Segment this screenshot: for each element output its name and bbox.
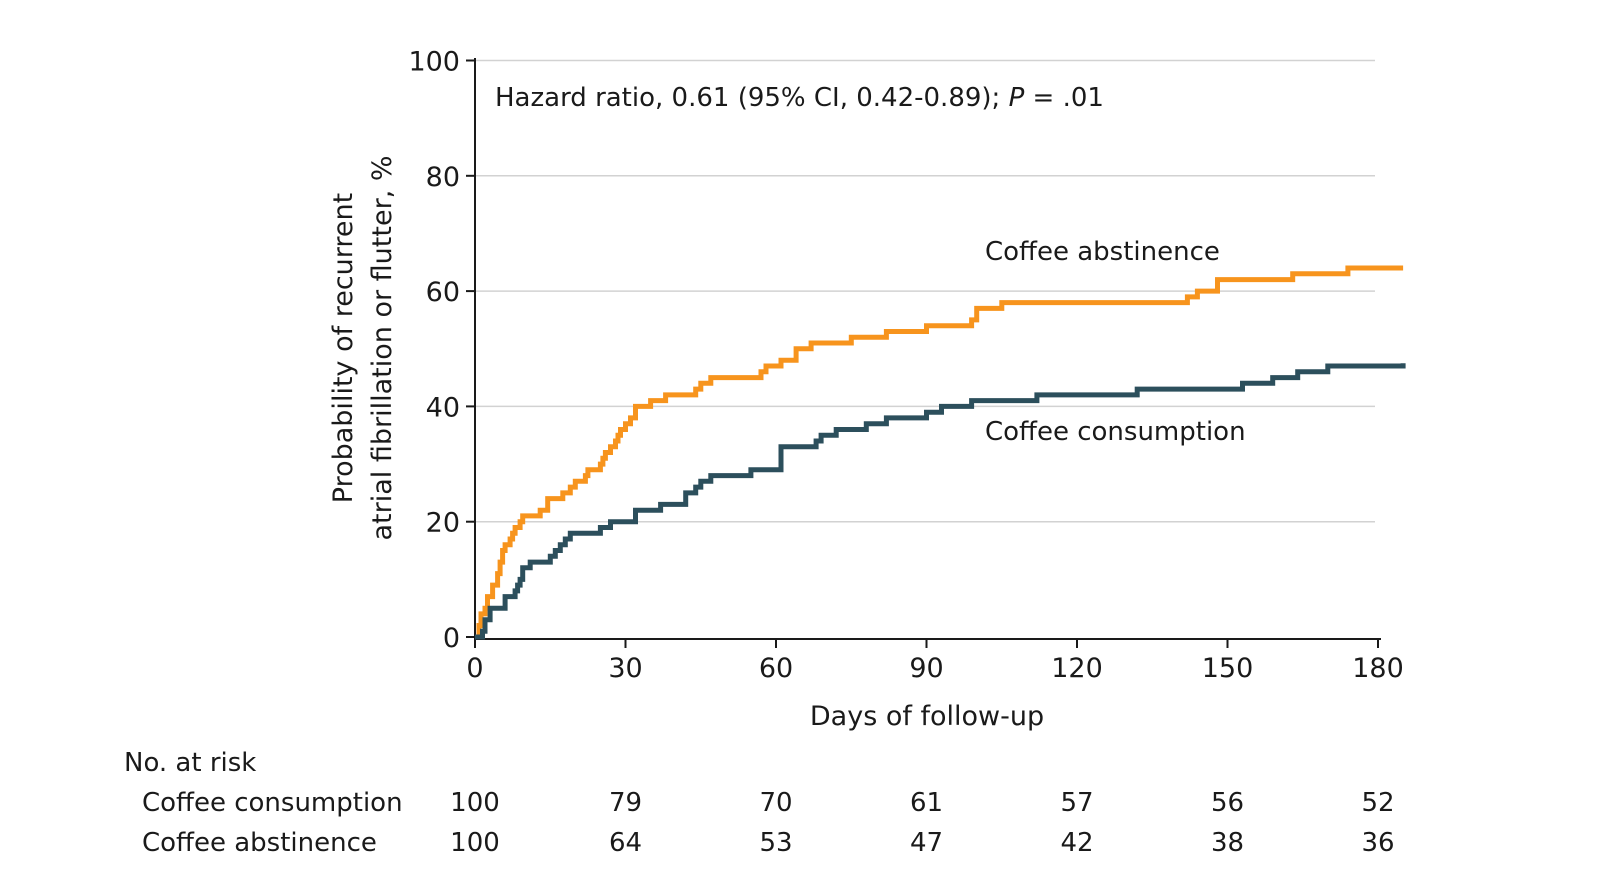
risk-value-row1-day150: 38 <box>1211 828 1244 858</box>
x-tick-label-150: 150 <box>1202 653 1254 684</box>
x-axis-title: Days of follow-up <box>810 701 1044 732</box>
risk-value-row0-day150: 56 <box>1211 788 1244 818</box>
risk-value-row1-day0: 100 <box>450 828 500 858</box>
x-tick-label-180: 180 <box>1352 653 1404 684</box>
gridlines <box>475 59 1375 523</box>
y-tick-label-40: 40 <box>426 392 460 423</box>
y-ticks: 0 20 40 60 80 100 <box>408 47 475 654</box>
hazard-ratio-annotation: Hazard ratio, 0.61 (95% CI, 0.42-0.89); … <box>495 83 1104 113</box>
x-tick-label-90: 90 <box>909 653 943 684</box>
y-tick-label-20: 20 <box>426 508 460 539</box>
series-line-coffee-consumption <box>475 363 1406 640</box>
risk-value-row0-day90: 61 <box>910 788 943 818</box>
label-coffee-abstinence: Coffee abstinence <box>985 237 1220 267</box>
axes <box>474 58 1381 640</box>
risk-values: 100 79 70 61 57 56 52 100 64 53 47 42 38 36 <box>450 788 1394 858</box>
risk-value-row1-day60: 53 <box>759 828 792 858</box>
series-lines <box>475 265 1406 640</box>
risk-value-row1-day180: 36 <box>1361 828 1394 858</box>
x-ticks: 0 30 60 90 120 150 180 <box>466 639 1404 684</box>
risk-table: No. at risk Coffee consumption Coffee ab… <box>124 748 1395 858</box>
y-tick-label-100: 100 <box>408 47 460 78</box>
risk-value-row1-day120: 42 <box>1060 828 1093 858</box>
risk-value-row0-day60: 70 <box>759 788 792 818</box>
hazard-ratio-text: Hazard ratio, 0.61 (95% CI, 0.42-0.89); <box>495 83 1009 113</box>
p-value-text: = .01 <box>1024 83 1104 113</box>
p-value-symbol: P <box>1009 83 1025 113</box>
risk-value-row0-day0: 100 <box>450 788 500 818</box>
x-tick-label-0: 0 <box>466 653 483 684</box>
x-tick-label-60: 60 <box>759 653 793 684</box>
risk-value-row0-day30: 79 <box>609 788 642 818</box>
risk-table-header: No. at risk <box>124 748 256 778</box>
risk-row-label-consumption: Coffee consumption <box>142 788 403 818</box>
y-tick-label-80: 80 <box>426 162 460 193</box>
label-coffee-consumption: Coffee consumption <box>985 417 1246 447</box>
risk-value-row0-day180: 52 <box>1361 788 1394 818</box>
risk-row-label-abstinence: Coffee abstinence <box>142 828 377 858</box>
risk-value-row1-day30: 64 <box>609 828 642 858</box>
y-tick-label-0: 0 <box>443 623 460 654</box>
risk-value-row1-day90: 47 <box>910 828 943 858</box>
y-axis-title-line-1: Probability of recurrent <box>328 193 359 503</box>
x-tick-label-30: 30 <box>608 653 642 684</box>
series-line-coffee-abstinence <box>475 265 1404 640</box>
y-axis-title: Probability of recurrent atrial fibrilla… <box>328 156 398 541</box>
y-axis-title-line-2: atrial fibrillation or flutter, % <box>367 156 398 541</box>
risk-value-row0-day120: 57 <box>1060 788 1093 818</box>
y-tick-label-60: 60 <box>426 277 460 308</box>
x-tick-label-120: 120 <box>1051 653 1103 684</box>
